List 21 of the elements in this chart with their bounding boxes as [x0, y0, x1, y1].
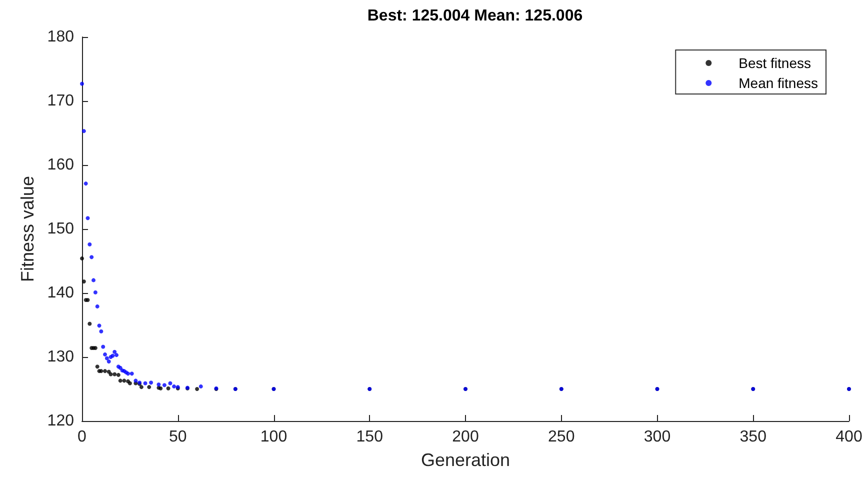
chart-title: Best: 125.004 Mean: 125.006 — [367, 8, 583, 24]
y-axis-title: Fitness value — [17, 176, 38, 282]
x-tick-label: 150 — [356, 428, 384, 446]
x-tick-label: 0 — [78, 428, 87, 446]
y-tick-label: 130 — [47, 348, 74, 366]
legend-label: Mean fitness — [738, 75, 818, 91]
legend-label: Best fitness — [738, 55, 812, 71]
x-tick-label: 250 — [548, 428, 575, 446]
y-tick-label: 150 — [47, 220, 74, 238]
y-tick-label: 170 — [47, 92, 74, 110]
y-tick-label: 180 — [47, 28, 74, 46]
y-tick-label: 140 — [47, 284, 74, 302]
x-tick-label: 400 — [836, 428, 862, 446]
y-tick-label: 120 — [47, 412, 74, 430]
x-tick-label: 100 — [260, 428, 288, 446]
x-tick-label: 350 — [740, 428, 767, 446]
x-tick-label: 200 — [452, 428, 479, 446]
y-tick-label: 160 — [47, 156, 74, 174]
x-tick-label: 300 — [644, 428, 671, 446]
x-tick-label: 50 — [168, 428, 187, 446]
x-axis-title: Generation — [420, 450, 510, 470]
